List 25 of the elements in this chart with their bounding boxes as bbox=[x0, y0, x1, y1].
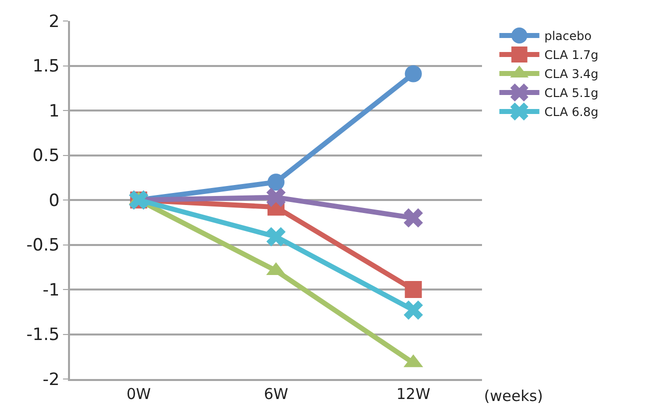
y-tick-label: 0 bbox=[48, 190, 60, 211]
point bbox=[404, 281, 422, 298]
y-tick-label: -1 bbox=[42, 280, 60, 300]
point bbox=[266, 188, 286, 207]
y-tick-label: 1.5 bbox=[32, 56, 60, 77]
y-tick-label: -2 bbox=[42, 370, 60, 390]
legend-label: CLA 6.8g bbox=[544, 105, 598, 120]
y-tick-label: 1 bbox=[48, 101, 60, 122]
point bbox=[266, 227, 286, 246]
legend-label: CLA 3.4g bbox=[544, 67, 598, 82]
x-tick-label: 12W bbox=[396, 385, 430, 403]
y-tick-label: -1.5 bbox=[26, 325, 60, 346]
point bbox=[404, 208, 423, 228]
x-tick-label: 0W bbox=[126, 385, 152, 403]
legend-label: placebo bbox=[544, 29, 592, 44]
y-tick-label: 0.5 bbox=[32, 146, 60, 166]
legend-label: CLA 5.1g bbox=[544, 86, 598, 100]
point bbox=[404, 300, 423, 320]
x-tick-label: 6W bbox=[264, 385, 288, 403]
x-axis-title: (weeks) bbox=[484, 387, 543, 405]
point bbox=[268, 174, 284, 191]
y-tick-label: 2 bbox=[48, 12, 60, 32]
point bbox=[404, 65, 422, 82]
y-tick-label: -0.5 bbox=[26, 236, 60, 256]
legend-label: CLA 1.7g bbox=[544, 48, 598, 62]
